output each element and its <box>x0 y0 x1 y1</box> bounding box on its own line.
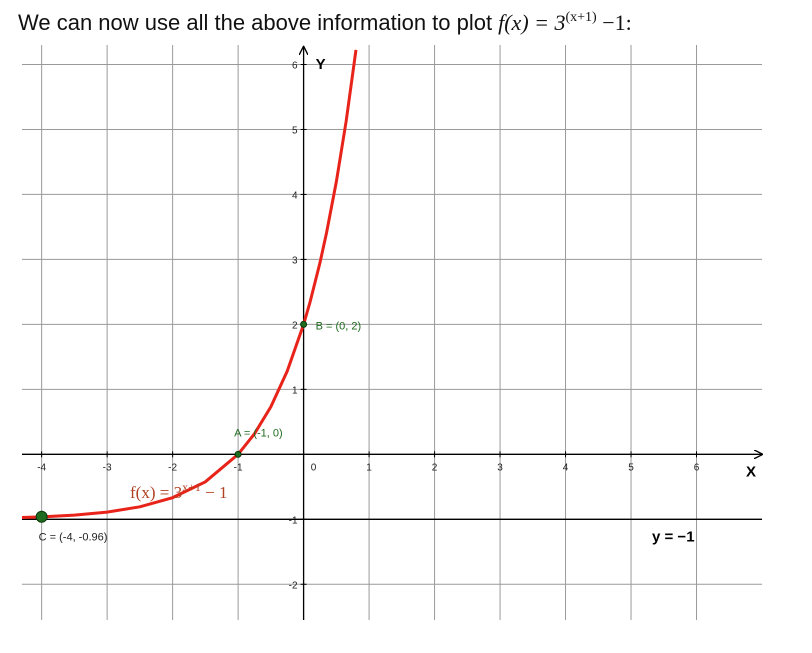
y-tick-label: 2 <box>292 320 298 331</box>
y-tick-label: -2 <box>289 580 298 591</box>
title-tail: −1: <box>597 10 632 35</box>
grid: -4 -3 -2 -1 0 1 2 3 4 5 6 -2 -1 1 2 3 4 5 6 X Y <box>22 45 762 620</box>
title-formula: f(x) = 3 <box>498 10 565 35</box>
point-label: C = (-4, -0.96) <box>39 532 108 544</box>
title-exponent: (x+1) <box>565 10 597 25</box>
y-axis-label: Y <box>316 56 326 73</box>
point <box>300 320 308 328</box>
x-tick-label: 5 <box>628 462 634 473</box>
curve <box>21 49 358 520</box>
y-tick-label: 6 <box>292 60 298 71</box>
x-tick-label: 0 <box>311 462 317 473</box>
y-tick-label: 5 <box>292 125 298 136</box>
x-tick-label: 4 <box>563 462 569 473</box>
point-label: A = (-1, 0) <box>234 427 283 439</box>
chart-title: We can now use all the above information… <box>18 10 632 35</box>
x-axis-label: X <box>746 463 756 480</box>
x-tick-label: -2 <box>168 462 177 473</box>
x-tick-label: 1 <box>366 462 372 473</box>
x-tick-label: 3 <box>497 462 503 473</box>
title-text: We can now use all the above information… <box>18 10 492 35</box>
curve-label: f(x) = 3x+1 − 1 <box>130 480 227 502</box>
curve-label-tail: − 1 <box>201 483 228 502</box>
y-tick-label: -1 <box>289 515 298 526</box>
y-tick-label: 4 <box>292 190 298 201</box>
x-tick-label: 2 <box>432 462 438 473</box>
x-tick-label: 6 <box>694 462 700 473</box>
x-tick-label: -4 <box>37 462 46 473</box>
point <box>35 510 48 523</box>
point <box>234 450 242 458</box>
x-tick-label: -3 <box>103 462 112 473</box>
y-tick-label: 1 <box>292 385 298 396</box>
curve-label-exponent: x+1 <box>182 480 201 494</box>
y-tick-label: 3 <box>292 255 298 266</box>
x-tick-label: -1 <box>234 462 243 473</box>
curve-label-base: f(x) = 3 <box>130 483 182 502</box>
asymptote-label: y = −1 <box>652 528 695 545</box>
point-label: B = (0, 2) <box>316 320 362 332</box>
plot: y = −1 f(x) = 3x+1 − 1 A = (-1, 0) B = (0, … <box>21 49 762 545</box>
